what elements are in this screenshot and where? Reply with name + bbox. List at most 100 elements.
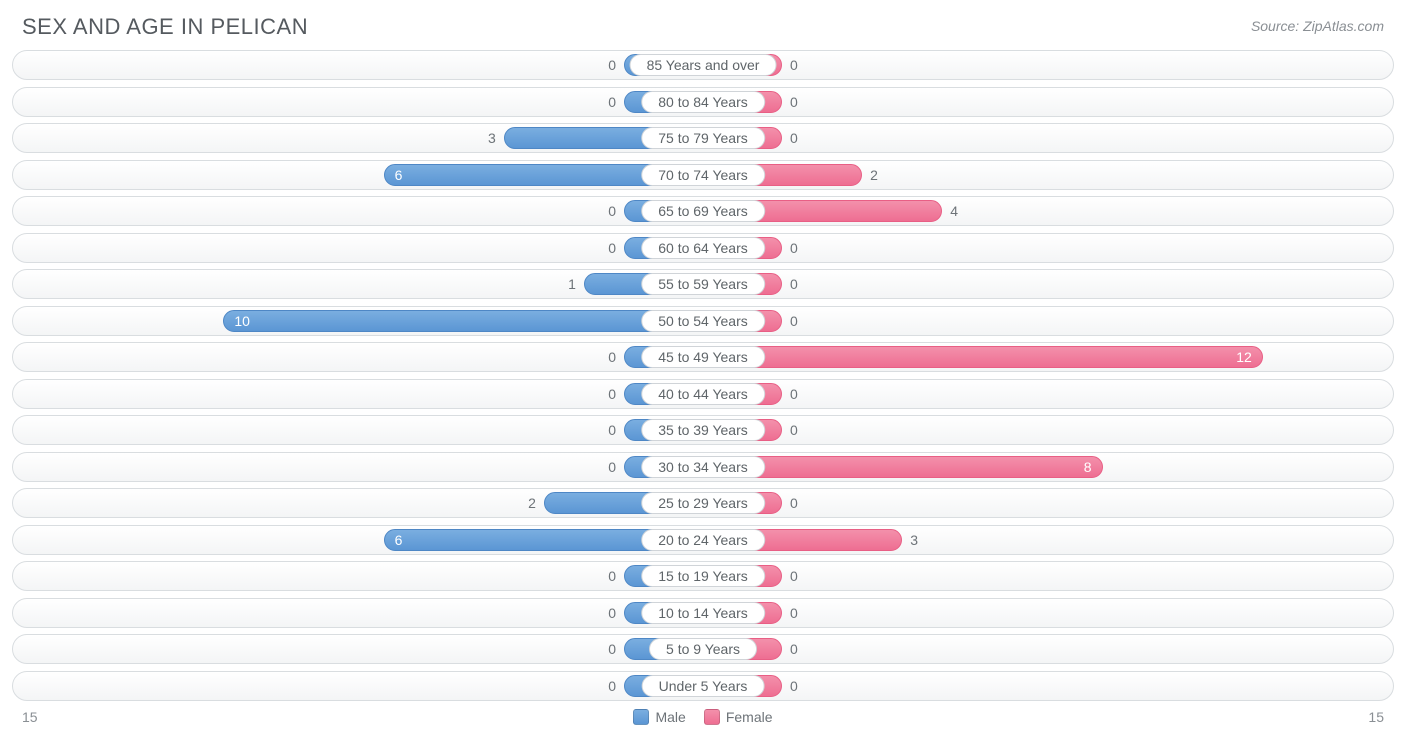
female-value: 0	[782, 94, 806, 110]
female-half: 8	[703, 453, 1393, 481]
male-value: 0	[600, 678, 624, 694]
age-label: 70 to 74 Years	[641, 164, 765, 186]
female-half: 0	[703, 489, 1393, 517]
pyramid-row: 0 0 5 to 9 Years	[12, 634, 1394, 664]
male-value: 0	[600, 422, 624, 438]
male-half: 1	[13, 270, 703, 298]
age-label: 45 to 49 Years	[641, 346, 765, 368]
male-value: 1	[560, 276, 584, 292]
male-half: 6	[13, 526, 703, 554]
pyramid-row: 0 0 35 to 39 Years	[12, 415, 1394, 445]
axis-right-max: 15	[1368, 709, 1384, 725]
pyramid-row: 0 0 40 to 44 Years	[12, 379, 1394, 409]
pyramid-row: 0060 to 64 Years	[12, 233, 1394, 263]
age-label: 25 to 29 Years	[641, 492, 765, 514]
male-half: 0	[13, 562, 703, 590]
legend-male: Male	[633, 709, 685, 725]
female-value: 0	[782, 641, 806, 657]
pyramid-row: 3 0 75 to 79 Years	[12, 123, 1394, 153]
male-value: 0	[600, 459, 624, 475]
population-pyramid: 0085 Years and over0080 to 84 Years3075 …	[0, 48, 1406, 701]
age-label: 5 to 9 Years	[649, 638, 757, 660]
male-value: 6	[395, 532, 403, 548]
chart-footer: 15 Male Female 15	[0, 707, 1406, 725]
male-half: 0	[13, 343, 703, 371]
female-half: 0	[703, 416, 1393, 444]
male-value: 3	[480, 130, 504, 146]
female-value: 0	[782, 313, 806, 329]
legend: Male Female	[633, 709, 772, 725]
age-label: Under 5 Years	[642, 675, 765, 697]
age-label: 20 to 24 Years	[641, 529, 765, 551]
age-label: 10 to 14 Years	[641, 602, 765, 624]
male-half: 0	[13, 599, 703, 627]
male-half: 0	[13, 453, 703, 481]
female-half: 0	[703, 234, 1393, 262]
pyramid-row: 0 0 10 to 14 Years	[12, 598, 1394, 628]
legend-female: Female	[704, 709, 773, 725]
male-value: 0	[600, 568, 624, 584]
age-label: 55 to 59 Years	[641, 273, 765, 295]
male-value: 0	[600, 386, 624, 402]
pyramid-row: 0830 to 34 Years	[12, 452, 1394, 482]
age-label: 75 to 79 Years	[641, 127, 765, 149]
axis-left-max: 15	[22, 709, 38, 725]
male-half: 2	[13, 489, 703, 517]
legend-female-label: Female	[726, 709, 773, 725]
female-half: 0	[703, 599, 1393, 627]
male-half: 10	[13, 307, 703, 335]
female-value: 0	[782, 57, 806, 73]
pyramid-row: 6320 to 24 Years	[12, 525, 1394, 555]
female-value: 0	[782, 386, 806, 402]
pyramid-row: 6270 to 74 Years	[12, 160, 1394, 190]
female-bar: 12	[702, 346, 1263, 368]
chart-source: Source: ZipAtlas.com	[1251, 14, 1384, 34]
male-half: 0	[13, 416, 703, 444]
age-label: 15 to 19 Years	[641, 565, 765, 587]
male-half: 0	[13, 234, 703, 262]
age-label: 65 to 69 Years	[641, 200, 765, 222]
female-half: 12	[703, 343, 1393, 371]
age-label: 60 to 64 Years	[641, 237, 765, 259]
age-label: 35 to 39 Years	[641, 419, 765, 441]
pyramid-row: 00Under 5 Years	[12, 671, 1394, 701]
male-value: 0	[600, 605, 624, 621]
pyramid-row: 0 12 45 to 49 Years	[12, 342, 1394, 372]
age-label: 80 to 84 Years	[641, 91, 765, 113]
age-label: 40 to 44 Years	[641, 383, 765, 405]
male-value: 2	[520, 495, 544, 511]
chart-header: SEX AND AGE IN PELICAN Source: ZipAtlas.…	[0, 0, 1406, 48]
female-half: 0	[703, 562, 1393, 590]
female-swatch	[704, 709, 720, 725]
female-half: 0	[703, 88, 1393, 116]
female-half: 4	[703, 197, 1393, 225]
pyramid-row: 0 0 85 Years and over	[12, 50, 1394, 80]
male-swatch	[633, 709, 649, 725]
male-half: 0	[13, 197, 703, 225]
male-value: 0	[600, 349, 624, 365]
male-value: 0	[600, 641, 624, 657]
age-label: 50 to 54 Years	[641, 310, 765, 332]
age-label: 85 Years and over	[630, 54, 777, 76]
pyramid-row: 1 0 55 to 59 Years	[12, 269, 1394, 299]
male-half: 0	[13, 88, 703, 116]
male-value: 0	[600, 57, 624, 73]
pyramid-row: 2 0 25 to 29 Years	[12, 488, 1394, 518]
female-value: 0	[782, 605, 806, 621]
female-half: 0	[703, 124, 1393, 152]
female-value: 4	[942, 203, 966, 219]
female-half: 0	[703, 380, 1393, 408]
pyramid-row: 0015 to 19 Years	[12, 561, 1394, 591]
male-half: 0	[13, 672, 703, 700]
female-value: 12	[1236, 349, 1252, 365]
male-value: 10	[234, 313, 250, 329]
female-value: 0	[782, 422, 806, 438]
female-value: 0	[782, 495, 806, 511]
female-value: 0	[782, 276, 806, 292]
male-half: 6	[13, 161, 703, 189]
female-half: 0	[703, 51, 1393, 79]
female-value: 0	[782, 130, 806, 146]
pyramid-row: 0 4 65 to 69 Years	[12, 196, 1394, 226]
male-bar: 10	[223, 310, 704, 332]
female-half: 2	[703, 161, 1393, 189]
